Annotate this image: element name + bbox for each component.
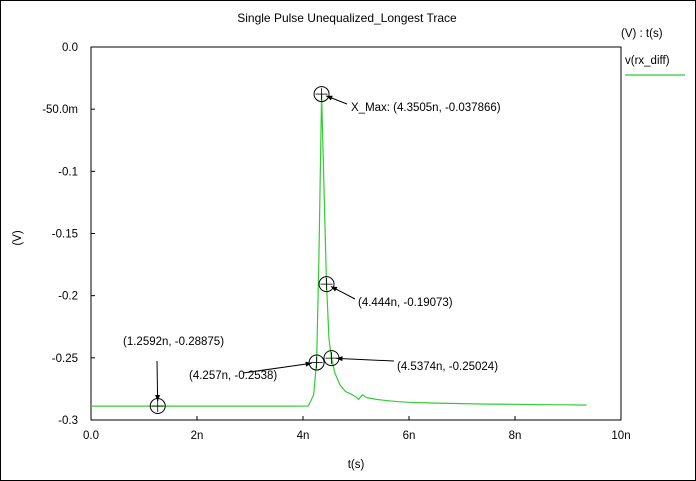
y-axis-label: (V): [12, 230, 24, 246]
marker-arrowhead: [330, 286, 338, 292]
series-layer: [91, 94, 587, 407]
marker-annotation: (4.257n, -0.2538): [189, 354, 325, 382]
marker-label: X_Max: (4.3505n, -0.037866): [351, 102, 501, 114]
marker-label: (1.2592n, -0.28875): [123, 336, 224, 348]
y-tick-label: -0.2: [58, 291, 78, 303]
marker-arrowhead: [155, 394, 161, 402]
marker-annotation: (1.2592n, -0.28875): [123, 336, 224, 415]
marker-annotation: (4.444n, -0.19073): [318, 276, 453, 309]
x-tick-label: 10n: [611, 430, 630, 442]
x-tick-label: 4n: [297, 430, 310, 442]
legend-header: (V) : t(s): [621, 28, 663, 40]
marker-arrow: [336, 357, 395, 362]
marker-arrow: [242, 362, 312, 374]
y-tick-label: 0.0: [62, 42, 78, 54]
marker-annotation: X_Max: (4.3505n, -0.037866): [313, 86, 501, 114]
x-tick-label: 6n: [403, 430, 416, 442]
marker-label: (4.444n, -0.19073): [358, 297, 453, 309]
marker-label: (4.257n, -0.2538): [189, 370, 277, 382]
series-line: [91, 94, 587, 407]
marker-circle: [313, 86, 330, 103]
chart-title: Single Pulse Unequalized_Longest Trace: [237, 11, 457, 25]
y-tick-label: -0.15: [52, 229, 78, 241]
legend-entry-label: v(rx_diff): [625, 55, 670, 67]
x-tick-label: 0.0: [83, 430, 99, 442]
marker-circle: [308, 354, 325, 371]
y-tick-label: -50.0m: [42, 104, 78, 116]
marker-annotation: (4.5374n, -0.25024): [323, 350, 498, 373]
x-axis-label: t(s): [348, 459, 365, 471]
marker-label: (4.5374n, -0.25024): [397, 361, 498, 373]
axis-ticks: 0.0 2n 4n 6n 8n 10n 0.0 -50.0m -0.1 -0.15 -0.2 -0.2…: [42, 42, 630, 442]
marker-arrowhead: [305, 361, 312, 367]
marker-layer: (1.2592n, -0.28875) (4.257n, -0.2538) X_Ma…: [123, 86, 501, 415]
marker-circle: [318, 276, 335, 293]
y-tick-label: -0.25: [52, 353, 78, 365]
marker-arrow: [156, 360, 159, 402]
marker-arrowhead: [336, 356, 343, 362]
y-tick-label: -0.3: [58, 415, 78, 427]
x-tick-label: 2n: [191, 430, 204, 442]
x-tick-label: 8n: [509, 430, 522, 442]
y-tick-label: -0.1: [58, 166, 78, 178]
marker-arrowhead: [326, 95, 333, 101]
